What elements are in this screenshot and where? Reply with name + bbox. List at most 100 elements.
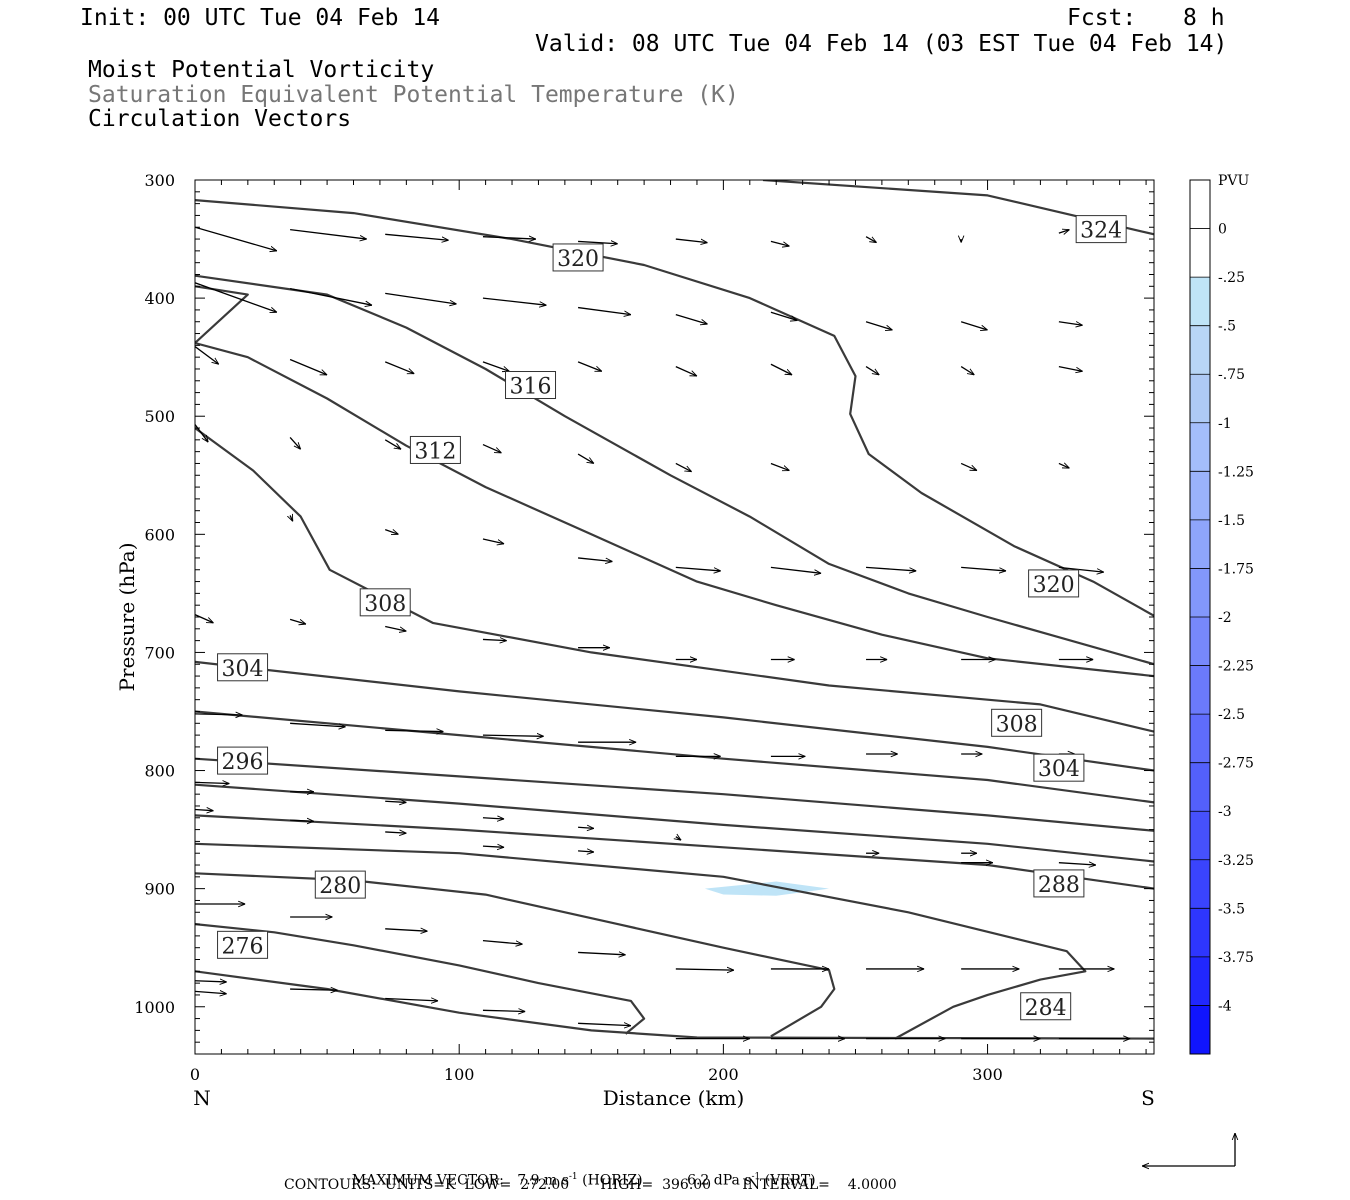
forecast-hour: 8 h — [1183, 5, 1225, 31]
reference-vector-legend — [1142, 1133, 1235, 1166]
valid-time: Valid: 08 UTC Tue 04 Feb 14 (03 EST Tue … — [535, 31, 1228, 57]
vector-arrow — [578, 827, 594, 828]
vector-arrow — [577, 453, 594, 463]
contour-296 — [195, 757, 1154, 832]
colorbar-segment — [1190, 325, 1210, 375]
x-tick-label: 100 — [444, 1065, 475, 1084]
colorbar-label: -.5 — [1218, 319, 1236, 335]
contour-label-288: 288 — [1033, 869, 1085, 898]
x-tick-label: 200 — [708, 1065, 739, 1084]
vector-arrow — [385, 998, 438, 1000]
vector-arrow — [289, 437, 301, 449]
y-tick-label: 500 — [144, 407, 175, 426]
contour-272 — [195, 970, 1154, 1040]
contour-label-text: 280 — [319, 874, 361, 899]
colorbar: PVU 0 -.25 -.5 -.75 -1 -1.25 -1.5 -1.75 -2 -2.25 -2… — [1189, 173, 1254, 1055]
colorbar-label: -3.5 — [1218, 901, 1245, 917]
theta-contours — [195, 180, 1154, 1040]
vector-arrow — [675, 314, 708, 324]
vector-arrow — [1058, 566, 1104, 572]
vector-arrow — [770, 311, 797, 320]
vector-arrow — [770, 462, 789, 472]
contour-label-320: 320 — [552, 243, 604, 272]
north-label: N — [193, 1086, 211, 1110]
vector-arrow — [482, 939, 523, 945]
colorbar-segment — [1190, 908, 1210, 958]
vector-arrow — [289, 618, 306, 624]
colorbar-segment — [1190, 519, 1210, 569]
contour-label-280: 280 — [314, 870, 366, 899]
vector-arrow — [676, 837, 681, 841]
vector-arrow — [1058, 463, 1070, 469]
colorbar-segment — [1190, 811, 1210, 861]
contour-312 — [195, 285, 1154, 678]
contour-label-box — [1075, 215, 1127, 244]
contour-label-284: 284 — [1020, 992, 1072, 1021]
contour-284 — [195, 842, 1087, 1040]
vector-arrow — [482, 297, 546, 305]
vert-unit: dPa s — [713, 1172, 752, 1189]
vector-arrow — [384, 361, 414, 375]
colorbar-unit: PVU — [1218, 173, 1250, 189]
vector-arrow — [290, 989, 338, 990]
vert-exponent: -1 — [751, 1172, 761, 1182]
contour-label-320: 320 — [1028, 569, 1080, 598]
colorbar-segment — [1190, 617, 1210, 667]
y-tick-label: 1000 — [134, 998, 175, 1017]
contour-label-box — [1033, 753, 1085, 782]
vector-arrow — [770, 363, 792, 376]
contour-label-text: 296 — [222, 750, 264, 775]
vector-arrow — [1058, 863, 1096, 865]
horiz-value: 7.9 — [517, 1172, 540, 1189]
colorbar-segment — [1190, 665, 1210, 715]
contour-label-text: 308 — [364, 592, 406, 617]
colorbar-label: -3.25 — [1218, 853, 1254, 869]
colorbar-label: -4 — [1218, 998, 1232, 1014]
contour-label-box — [409, 435, 461, 464]
vector-arrow — [1058, 322, 1083, 326]
colorbar-label: -2.5 — [1218, 707, 1245, 723]
vector-arrow — [960, 321, 987, 330]
contour-label-text: 304 — [1038, 757, 1080, 782]
vector-arrow — [482, 818, 504, 819]
vector-arrow — [482, 846, 504, 847]
vector-arrow — [1058, 230, 1070, 234]
contour-label-text: 316 — [510, 375, 552, 400]
colorbar-segment — [1190, 568, 1210, 618]
contour-label-324: 324 — [1075, 215, 1127, 244]
field-title-mpv: Moist Potential Vorticity — [88, 57, 435, 83]
init-time: Init: 00 UTC Tue 04 Feb 14 — [80, 5, 441, 31]
vector-arrow — [290, 515, 294, 521]
y-tick-label: 300 — [144, 171, 175, 190]
vector-arrow — [289, 358, 327, 376]
horiz-tag: (HORIZ) — [582, 1172, 643, 1189]
contour-label-box — [314, 870, 366, 899]
vector-arrow — [482, 443, 501, 454]
vector-arrow — [578, 557, 612, 562]
horiz-unit: m s — [543, 1172, 569, 1189]
contour-316 — [195, 274, 1154, 666]
vector-arrow — [195, 981, 227, 982]
vector-arrow — [384, 439, 401, 449]
vector-arrow — [960, 462, 977, 472]
contour-label-box — [1028, 569, 1080, 598]
colorbar-segment — [1190, 180, 1210, 230]
contour-labels: 3243203203163123083083043042962882842802… — [217, 215, 1127, 1021]
vert-value: 6.2 — [687, 1172, 710, 1189]
south-label: S — [1141, 1086, 1155, 1110]
vector-arrow — [482, 237, 536, 239]
vector-arrow — [1058, 365, 1083, 372]
vector-arrow — [385, 730, 443, 731]
colorbar-segment — [1190, 1005, 1210, 1055]
contour-label-text: 304 — [222, 657, 264, 682]
vector-arrow — [577, 306, 631, 315]
circulation-vectors — [195, 226, 1131, 1038]
vector-arrow — [578, 1023, 631, 1025]
vector-arrow — [675, 969, 734, 970]
horiz-exponent: -1 — [568, 1172, 578, 1182]
colorbar-label: -1 — [1218, 416, 1232, 432]
contour-label-box — [359, 588, 411, 617]
contour-label-276: 276 — [217, 930, 269, 959]
colorbar-label: -3 — [1218, 804, 1232, 820]
vector-arrow — [195, 782, 229, 783]
